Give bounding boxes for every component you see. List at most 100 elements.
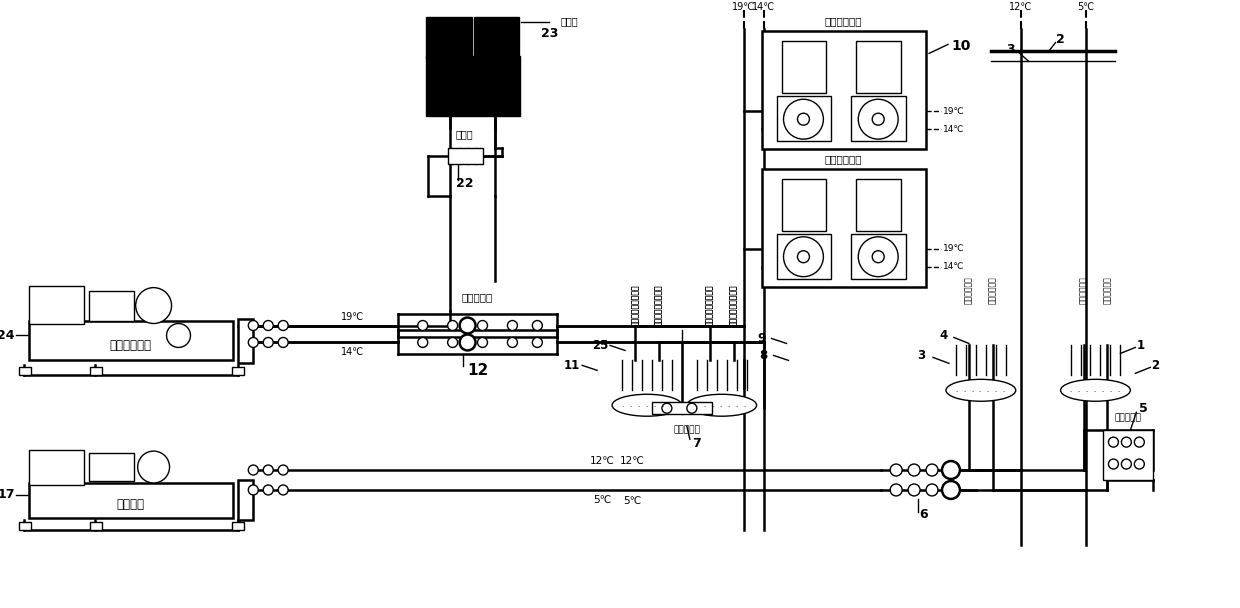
Circle shape xyxy=(507,337,517,347)
Bar xyxy=(761,169,926,286)
Text: 4: 4 xyxy=(940,329,949,342)
Bar xyxy=(19,367,31,375)
Circle shape xyxy=(263,337,273,347)
Circle shape xyxy=(662,403,672,413)
Text: 12℃: 12℃ xyxy=(1009,2,1033,12)
Circle shape xyxy=(448,337,458,347)
Text: 8: 8 xyxy=(759,349,768,362)
Circle shape xyxy=(448,320,458,331)
Text: .: . xyxy=(978,387,981,393)
Text: 5℃: 5℃ xyxy=(622,496,641,506)
Text: 22: 22 xyxy=(456,178,474,190)
Circle shape xyxy=(418,337,428,347)
Circle shape xyxy=(1121,437,1131,447)
Text: 3: 3 xyxy=(1007,43,1016,56)
Text: 19℃: 19℃ xyxy=(732,2,755,12)
Text: .: . xyxy=(994,387,997,393)
Bar xyxy=(776,96,831,141)
Text: 室内风机盘管供水管: 室内风机盘管供水管 xyxy=(706,285,714,326)
Text: 12℃: 12℃ xyxy=(620,456,645,466)
Text: 1: 1 xyxy=(1136,339,1145,352)
Circle shape xyxy=(797,250,810,263)
Circle shape xyxy=(1121,459,1131,469)
Circle shape xyxy=(1135,459,1145,469)
Circle shape xyxy=(532,337,542,347)
Text: 10: 10 xyxy=(951,40,971,54)
Bar xyxy=(857,41,901,93)
Text: 19℃: 19℃ xyxy=(341,311,365,322)
Text: 24: 24 xyxy=(0,329,15,342)
Text: 14℃: 14℃ xyxy=(944,262,965,271)
Bar xyxy=(781,41,826,93)
Text: 高温冷冻泵: 高温冷冻泵 xyxy=(463,292,494,303)
Circle shape xyxy=(687,403,697,413)
Text: 14℃: 14℃ xyxy=(341,347,365,358)
Text: .: . xyxy=(735,402,738,408)
Circle shape xyxy=(278,320,288,331)
Bar xyxy=(1104,430,1153,480)
Circle shape xyxy=(135,288,171,323)
Circle shape xyxy=(942,481,960,499)
Text: .: . xyxy=(1078,387,1080,393)
Text: 5℃: 5℃ xyxy=(593,495,611,505)
Text: .: . xyxy=(728,402,730,408)
Bar xyxy=(232,522,244,530)
Circle shape xyxy=(278,485,288,495)
Text: 低温冷机: 低温冷机 xyxy=(117,499,145,511)
Circle shape xyxy=(1109,459,1118,469)
Circle shape xyxy=(926,464,937,476)
Text: 室内风机盘管供水管: 室内风机盘管供水管 xyxy=(729,285,738,326)
Text: .: . xyxy=(1101,387,1104,393)
Circle shape xyxy=(872,113,884,125)
Circle shape xyxy=(263,485,273,495)
Text: 冷却塔: 冷却塔 xyxy=(560,16,578,27)
Circle shape xyxy=(872,250,884,263)
Circle shape xyxy=(418,320,428,331)
Bar xyxy=(474,16,520,58)
Bar xyxy=(29,286,84,323)
Text: .: . xyxy=(971,387,973,393)
Circle shape xyxy=(460,317,476,333)
Text: 7: 7 xyxy=(692,437,701,449)
Bar xyxy=(425,16,471,58)
Text: .: . xyxy=(696,402,698,408)
Text: 压差旁通阀: 压差旁通阀 xyxy=(673,426,701,435)
Bar xyxy=(448,148,482,164)
Bar xyxy=(857,179,901,231)
Circle shape xyxy=(263,320,273,331)
Text: 干式风机盘管: 干式风机盘管 xyxy=(825,154,862,164)
Text: 室内风机盘管供水管: 室内风机盘管供水管 xyxy=(655,285,663,326)
Circle shape xyxy=(890,464,903,476)
Text: 冷却泵: 冷却泵 xyxy=(456,129,474,139)
Ellipse shape xyxy=(687,394,756,416)
Text: 12: 12 xyxy=(467,363,489,378)
Text: 新风机回水管: 新风机回水管 xyxy=(965,277,973,305)
Text: 高温高效冷机: 高温高效冷机 xyxy=(109,339,151,352)
Text: 室内风机盘管回水管: 室内风机盘管回水管 xyxy=(630,285,640,326)
Circle shape xyxy=(908,464,920,476)
Text: .: . xyxy=(1094,387,1096,393)
Text: 6: 6 xyxy=(920,508,929,522)
Circle shape xyxy=(1109,437,1118,447)
Text: 2: 2 xyxy=(1151,359,1159,372)
Text: 新风机供水管: 新风机供水管 xyxy=(1102,277,1112,305)
Circle shape xyxy=(477,337,487,347)
Text: .: . xyxy=(712,402,714,408)
Bar xyxy=(89,291,134,320)
Circle shape xyxy=(858,237,898,277)
Bar xyxy=(238,319,253,364)
Text: 室内风机盘管供水管: 室内风机盘管供水管 xyxy=(706,285,714,326)
Text: 新风机回水管: 新风机回水管 xyxy=(988,277,997,305)
Text: 19℃: 19℃ xyxy=(944,107,965,116)
Circle shape xyxy=(477,320,487,331)
Circle shape xyxy=(248,337,258,347)
Bar xyxy=(652,402,712,414)
Bar xyxy=(19,522,31,530)
Text: 14℃: 14℃ xyxy=(944,125,965,134)
Text: 23: 23 xyxy=(541,27,558,40)
Text: 3: 3 xyxy=(918,349,925,362)
Text: .: . xyxy=(1003,387,1004,393)
Text: .: . xyxy=(955,387,957,393)
Circle shape xyxy=(166,323,191,347)
Text: .: . xyxy=(719,402,722,408)
